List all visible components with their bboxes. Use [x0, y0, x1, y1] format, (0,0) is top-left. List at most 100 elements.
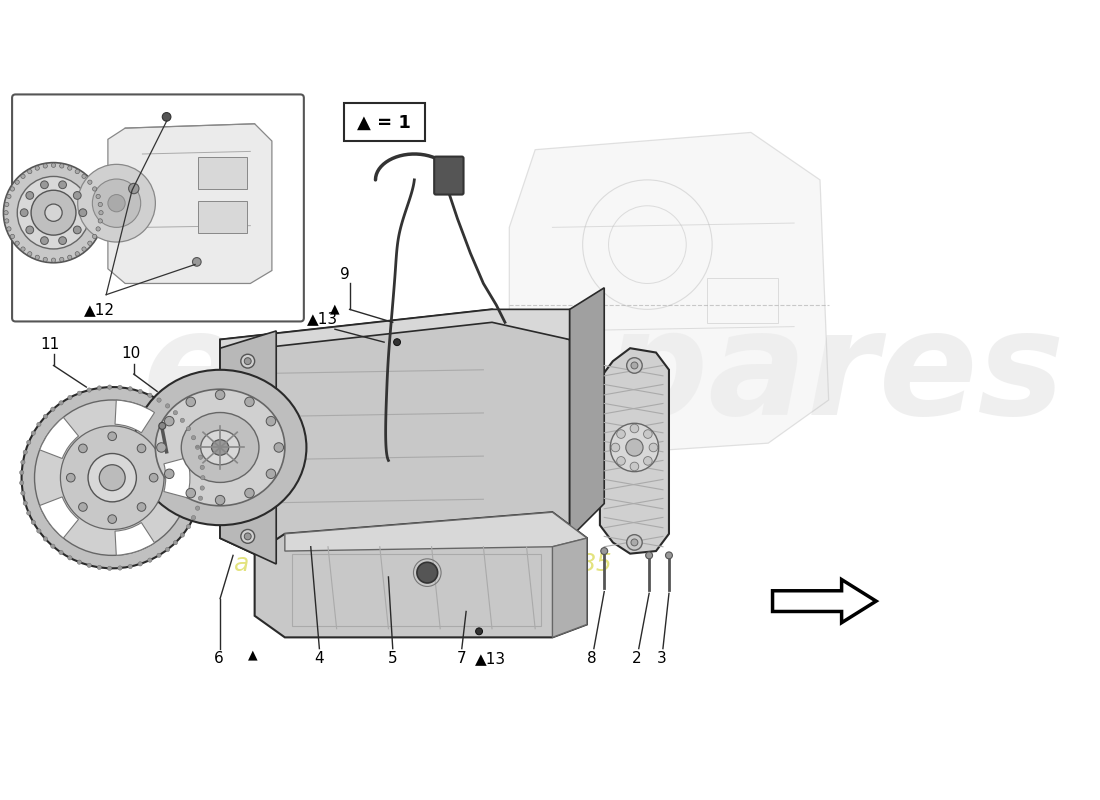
- Circle shape: [216, 390, 224, 399]
- Circle shape: [108, 515, 117, 523]
- Circle shape: [200, 486, 205, 490]
- Circle shape: [626, 439, 644, 456]
- Circle shape: [649, 443, 658, 452]
- FancyBboxPatch shape: [12, 94, 304, 322]
- Circle shape: [617, 457, 625, 466]
- Circle shape: [68, 395, 73, 400]
- Circle shape: [150, 474, 158, 482]
- Circle shape: [28, 252, 32, 256]
- Ellipse shape: [200, 430, 240, 465]
- Polygon shape: [552, 538, 587, 638]
- Text: ▲: ▲: [330, 303, 340, 316]
- Circle shape: [165, 547, 169, 552]
- Circle shape: [31, 190, 76, 235]
- Circle shape: [266, 469, 276, 478]
- Circle shape: [163, 113, 170, 121]
- Circle shape: [60, 426, 164, 530]
- Ellipse shape: [211, 440, 229, 455]
- Circle shape: [156, 442, 166, 452]
- Circle shape: [36, 529, 41, 533]
- Circle shape: [28, 170, 32, 174]
- Circle shape: [22, 387, 202, 568]
- Circle shape: [99, 465, 125, 490]
- Circle shape: [10, 186, 14, 191]
- Circle shape: [241, 530, 254, 543]
- Circle shape: [198, 496, 202, 500]
- Circle shape: [59, 164, 64, 168]
- Circle shape: [59, 401, 63, 405]
- Circle shape: [644, 430, 652, 438]
- Text: 8: 8: [587, 651, 597, 666]
- Circle shape: [81, 247, 86, 251]
- Circle shape: [186, 397, 196, 406]
- Circle shape: [87, 388, 91, 392]
- FancyBboxPatch shape: [198, 201, 246, 233]
- Circle shape: [200, 475, 205, 480]
- Circle shape: [241, 470, 254, 485]
- Text: a passion for parts since 1985: a passion for parts since 1985: [234, 552, 612, 576]
- Polygon shape: [220, 339, 276, 564]
- Circle shape: [173, 541, 177, 545]
- Circle shape: [52, 258, 56, 262]
- Circle shape: [191, 435, 196, 440]
- Circle shape: [108, 432, 117, 441]
- Text: eurospares: eurospares: [143, 304, 1066, 445]
- FancyBboxPatch shape: [434, 157, 463, 194]
- Circle shape: [475, 628, 483, 634]
- Circle shape: [147, 393, 152, 398]
- Circle shape: [59, 550, 63, 554]
- Polygon shape: [254, 512, 587, 638]
- Ellipse shape: [134, 370, 307, 525]
- Circle shape: [198, 455, 202, 459]
- Circle shape: [88, 454, 136, 502]
- Circle shape: [31, 520, 35, 525]
- Circle shape: [186, 488, 196, 498]
- Circle shape: [41, 181, 48, 189]
- Circle shape: [129, 183, 139, 194]
- Circle shape: [128, 564, 132, 569]
- Circle shape: [196, 506, 200, 510]
- Circle shape: [139, 390, 142, 394]
- Text: ▲12: ▲12: [84, 302, 114, 318]
- Circle shape: [26, 511, 31, 515]
- Circle shape: [58, 181, 66, 189]
- Circle shape: [66, 474, 75, 482]
- Circle shape: [4, 202, 9, 206]
- Circle shape: [92, 179, 141, 227]
- Circle shape: [157, 553, 162, 558]
- Text: ▲ = 1: ▲ = 1: [358, 114, 411, 132]
- Circle shape: [20, 209, 29, 217]
- Circle shape: [88, 241, 92, 246]
- Circle shape: [92, 234, 97, 238]
- Circle shape: [34, 400, 190, 555]
- Circle shape: [15, 180, 20, 184]
- Circle shape: [99, 210, 103, 215]
- Circle shape: [21, 491, 25, 495]
- Polygon shape: [772, 579, 876, 622]
- Circle shape: [7, 194, 11, 198]
- Circle shape: [87, 563, 91, 567]
- Ellipse shape: [155, 390, 285, 506]
- Text: 2: 2: [632, 651, 641, 666]
- Polygon shape: [285, 512, 587, 551]
- Circle shape: [118, 386, 122, 390]
- Circle shape: [610, 423, 659, 472]
- Circle shape: [200, 465, 205, 470]
- Polygon shape: [108, 124, 272, 283]
- Circle shape: [26, 226, 34, 234]
- Circle shape: [244, 474, 251, 481]
- Circle shape: [666, 552, 672, 559]
- Text: 7: 7: [456, 651, 466, 666]
- Circle shape: [139, 562, 142, 566]
- Circle shape: [52, 163, 56, 167]
- Wedge shape: [116, 522, 154, 555]
- Text: 11: 11: [41, 337, 59, 352]
- Circle shape: [617, 430, 625, 438]
- Polygon shape: [600, 348, 669, 554]
- Circle shape: [43, 537, 47, 541]
- Circle shape: [35, 255, 40, 259]
- Circle shape: [165, 417, 174, 426]
- Circle shape: [41, 237, 48, 245]
- Circle shape: [191, 515, 196, 520]
- Circle shape: [138, 502, 146, 511]
